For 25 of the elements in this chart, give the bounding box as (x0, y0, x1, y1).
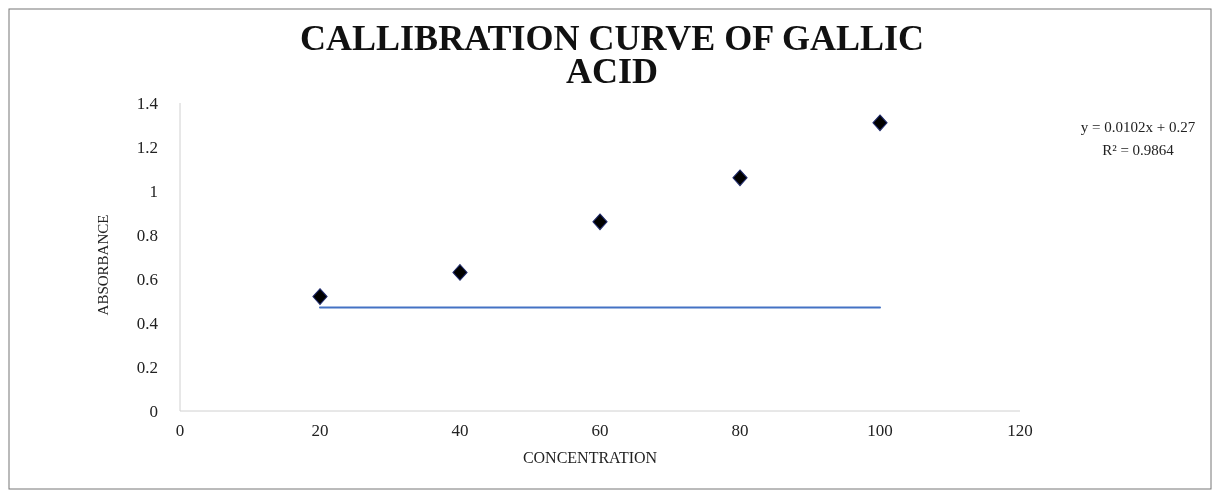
x-axis-title: CONCENTRATION (522, 449, 658, 466)
point (872, 114, 888, 132)
y-axis-title: ABSORBANCE (95, 214, 111, 316)
x-tick-label: 80 (731, 421, 749, 440)
point (312, 288, 328, 305)
y-tick-label: 0.4 (136, 313, 159, 333)
x-tick-label: 60 (591, 421, 609, 440)
point (452, 264, 468, 281)
text: y = 0.0102x + 0.27 (1080, 119, 1196, 135)
x-tick-label: 100 (867, 421, 893, 440)
y-tick-label: 1.2 (136, 137, 158, 157)
y-tick-label: 0.8 (136, 225, 158, 245)
y-tick-label: 0.6 (136, 269, 158, 289)
y-tick-label: 0 (149, 401, 158, 421)
x-tick-label: 40 (451, 421, 469, 440)
chart-title: CALLIBRATION CURVE OF GALLIC ACID (300, 18, 924, 91)
x-tick-label: 0 (175, 421, 185, 440)
y-tick-label: 1.4 (136, 93, 159, 113)
point (732, 169, 748, 187)
x-tick-label: 20 (311, 421, 329, 440)
point (592, 213, 608, 231)
x-tick-label: 120 (1007, 421, 1033, 440)
text: R² = 0.9864 (1102, 142, 1175, 158)
y-tick-label: 0.2 (136, 357, 158, 377)
y-tick-label: 1 (149, 181, 158, 201)
